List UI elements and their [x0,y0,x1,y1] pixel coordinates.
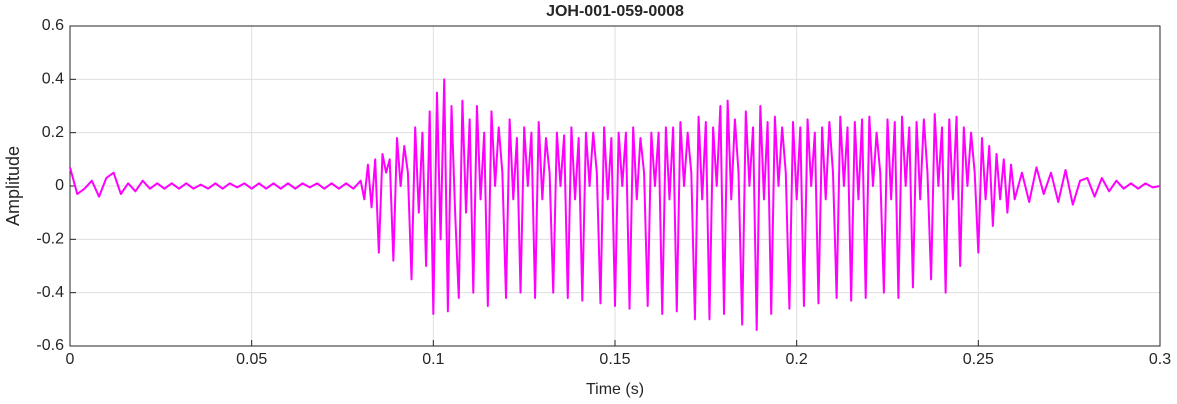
series-line [69,78,1161,331]
x-axis-label: Time (s) [586,381,644,398]
y-tick-label: 0.4 [42,71,64,88]
x-tick-label: 0.3 [1149,351,1171,368]
y-tick-label: -0.6 [36,337,64,354]
x-tick-label: 0.15 [599,351,630,368]
y-tick-label: -0.4 [36,284,64,301]
y-axis-label: Amplitude [3,146,23,226]
chart-title: JOH-001-059-0008 [546,3,684,20]
y-tick-label: -0.2 [36,231,64,248]
x-tick-label: 0 [66,351,75,368]
x-tick-label: 0.05 [236,351,267,368]
x-tick-label: 0.1 [422,351,444,368]
x-tick-label: 0.25 [963,351,994,368]
y-tick-label: 0.6 [42,17,64,34]
y-tick-label: 0.2 [42,124,64,141]
y-tick-label: 0 [55,177,64,194]
x-tick-label: 0.2 [786,351,808,368]
